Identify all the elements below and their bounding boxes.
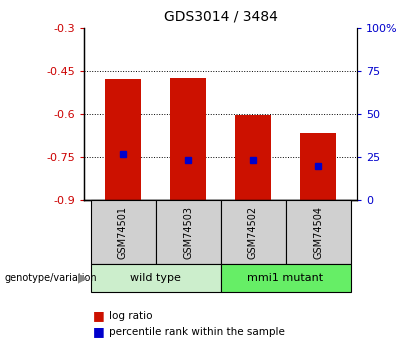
Bar xyxy=(170,78,206,200)
Bar xyxy=(300,132,336,200)
Text: wild type: wild type xyxy=(130,273,181,283)
Bar xyxy=(155,200,220,264)
Text: genotype/variation: genotype/variation xyxy=(4,273,97,283)
Bar xyxy=(235,115,271,200)
Bar xyxy=(220,200,286,264)
Text: GSM74502: GSM74502 xyxy=(248,206,258,258)
Bar xyxy=(105,79,141,200)
Bar xyxy=(90,264,220,292)
Text: GSM74501: GSM74501 xyxy=(118,206,128,258)
Text: percentile rank within the sample: percentile rank within the sample xyxy=(109,327,285,337)
Text: ▶: ▶ xyxy=(78,271,87,284)
Text: GSM74504: GSM74504 xyxy=(313,206,323,258)
Text: ■: ■ xyxy=(92,309,104,322)
Text: ■: ■ xyxy=(92,325,104,338)
Text: GSM74503: GSM74503 xyxy=(183,206,193,258)
Text: log ratio: log ratio xyxy=(109,311,153,321)
Text: mmi1 mutant: mmi1 mutant xyxy=(247,273,323,283)
Bar xyxy=(220,264,351,292)
Bar xyxy=(90,200,155,264)
Bar xyxy=(286,200,351,264)
Title: GDS3014 / 3484: GDS3014 / 3484 xyxy=(163,10,278,24)
